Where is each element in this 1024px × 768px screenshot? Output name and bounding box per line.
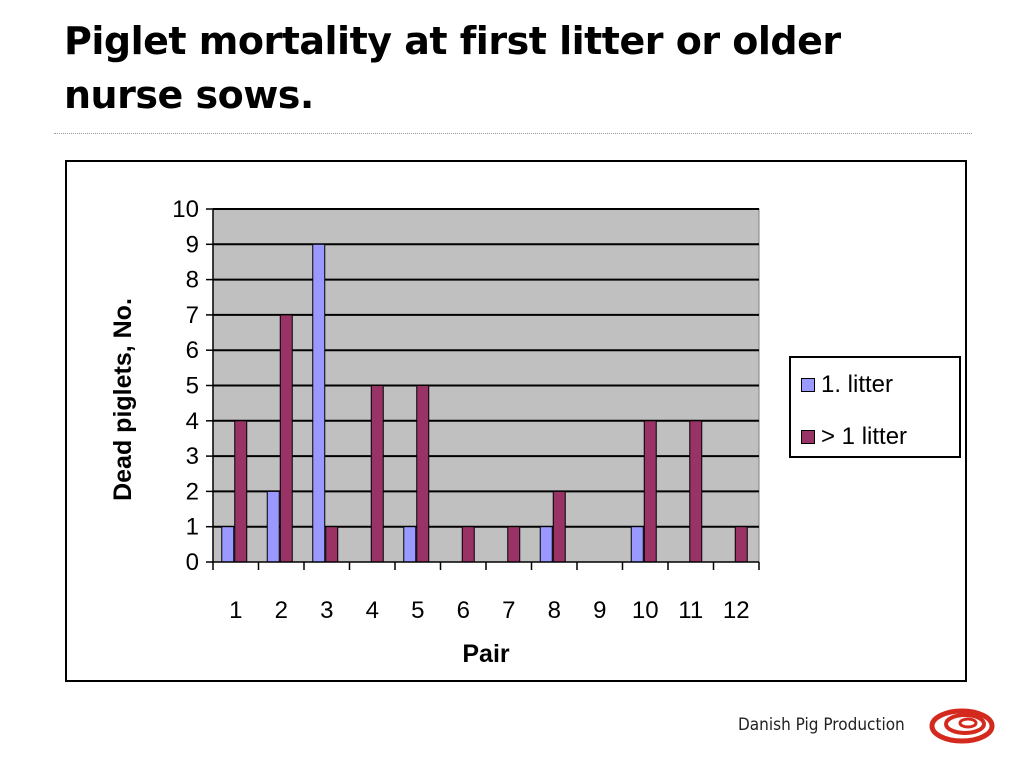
x-axis-title: Pair <box>462 640 510 668</box>
bar-older-litter <box>279 314 293 563</box>
legend-swatch-older-litter <box>801 430 815 444</box>
bar-older-litter <box>689 420 703 563</box>
slide-title: Piglet mortality at first litter or olde… <box>64 19 841 117</box>
bar-older-litter <box>325 526 339 563</box>
title-divider <box>54 133 972 134</box>
bar-first-litter <box>312 243 326 563</box>
footer-logo: Danish Pig Production <box>738 708 1000 744</box>
axes <box>206 208 760 570</box>
bar-older-litter <box>461 526 475 563</box>
x-tick-label: 11 <box>678 597 703 624</box>
legend-swatch-first-litter <box>801 378 815 392</box>
x-tick-label: 3 <box>320 597 333 624</box>
y-tick-label: 4 <box>186 408 199 435</box>
chart-frame: 0 1 2 3 4 5 6 7 8 9 10 1 2 3 4 5 6 7 8 9 10 11 12 Pair Dead p… <box>65 160 967 682</box>
y-tick-label: 3 <box>186 443 199 470</box>
bar-older-litter <box>507 526 521 563</box>
x-tick-label: 12 <box>723 597 750 624</box>
danish-pig-production-logo-icon <box>929 708 995 744</box>
y-tick-label: 2 <box>186 478 199 505</box>
x-tick-label: 2 <box>275 597 288 624</box>
y-axis-title: Dead piglets, No. <box>109 298 137 501</box>
x-tick-label: 8 <box>548 597 561 624</box>
x-tick-label: 6 <box>457 597 470 624</box>
gridlines <box>213 208 759 528</box>
y-tick-label: 8 <box>186 267 199 294</box>
y-tick-label: 1 <box>186 514 199 541</box>
x-tick-label: 1 <box>229 597 242 624</box>
y-tick-label: 10 <box>172 196 199 223</box>
bar-first-litter <box>266 490 280 563</box>
bar-first-litter <box>630 526 644 563</box>
bar-older-litter <box>370 385 384 563</box>
legend-item-first-litter: 1. litter <box>801 370 893 400</box>
chart-legend: 1. litter > 1 litter <box>789 356 961 458</box>
y-tick-label: 9 <box>186 231 199 258</box>
y-tick-label: 0 <box>186 549 199 576</box>
legend-label-first-litter: 1. litter <box>821 371 894 398</box>
bar-first-litter <box>539 526 553 563</box>
y-tick-label: 5 <box>186 373 199 400</box>
x-tick-label: 4 <box>366 597 379 624</box>
bars <box>221 243 748 563</box>
bar-first-litter <box>403 526 417 563</box>
bar-older-litter <box>552 490 566 563</box>
y-tick-label: 7 <box>186 302 199 329</box>
bar-first-litter <box>221 526 235 563</box>
x-tick-label: 10 <box>632 597 659 624</box>
bar-older-litter <box>234 420 248 563</box>
x-tick-labels: 1 2 3 4 5 6 7 8 9 10 11 12 <box>229 597 750 624</box>
logo-text: Danish Pig Production <box>738 715 905 735</box>
bar-older-litter <box>643 420 657 563</box>
legend-item-older-litter: > 1 litter <box>801 422 907 452</box>
bar-older-litter <box>416 385 430 563</box>
x-tick-label: 5 <box>411 597 424 624</box>
bar-older-litter <box>734 526 748 563</box>
x-tick-label: 7 <box>502 597 515 624</box>
x-tick-label: 9 <box>593 597 606 624</box>
legend-label-older-litter: > 1 litter <box>821 423 908 450</box>
y-tick-label: 6 <box>186 337 199 364</box>
y-tick-labels: 0 1 2 3 4 5 6 7 8 9 10 <box>172 196 199 576</box>
